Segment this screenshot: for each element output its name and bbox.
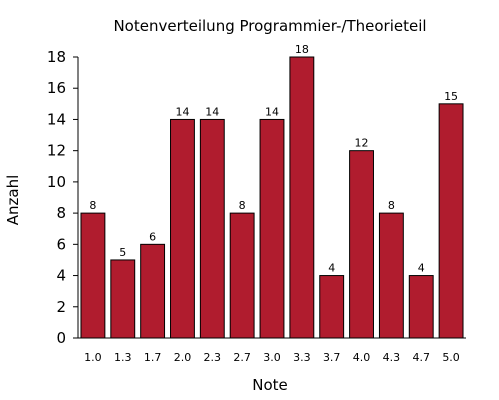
y-tick-label: 4: [56, 267, 66, 285]
bar-3.7: [319, 275, 345, 339]
x-tick-label: 2.7: [233, 351, 251, 364]
x-tick-label: 3.0: [263, 351, 281, 364]
data-label: 4: [418, 262, 425, 275]
x-tick-label: 4.7: [412, 351, 430, 364]
x-tick-label: 3.3: [293, 351, 311, 364]
y-tick-label: 18: [47, 48, 66, 66]
bar-2.3: [199, 118, 225, 339]
bar-1.3: [110, 259, 136, 339]
y-tick-label: 10: [47, 173, 66, 191]
x-axis-label: Note: [252, 376, 288, 394]
x-tick-label: 3.7: [323, 351, 341, 364]
y-tick-label: 14: [47, 110, 66, 128]
y-tick-label: 2: [56, 298, 66, 316]
data-label: 6: [149, 230, 156, 243]
y-tick-label: 16: [47, 79, 66, 97]
bar-1.7: [140, 243, 166, 339]
bar-4.0: [349, 150, 374, 339]
x-tick-label: 1.0: [84, 351, 102, 364]
x-tick-label: 5.0: [442, 351, 460, 364]
data-label: 15: [444, 90, 458, 103]
bar-4.7: [408, 275, 434, 339]
bar-4.3: [378, 212, 404, 339]
y-axis-label: Anzahl: [4, 175, 22, 226]
bar-2.7: [229, 212, 255, 339]
data-label: 14: [265, 105, 279, 118]
bar-1.0: [80, 212, 106, 339]
bar-5.0: [438, 103, 464, 339]
x-tick-label: 2.0: [174, 351, 192, 364]
bar-2.0: [170, 118, 195, 339]
x-tick-label: 1.3: [114, 351, 132, 364]
bar-3.3: [289, 56, 315, 339]
x-tick-label: 4.0: [353, 351, 371, 364]
y-tick-label: 6: [56, 235, 66, 253]
data-label: 18: [295, 43, 309, 56]
data-label: 8: [89, 199, 96, 212]
y-tick-label: 8: [56, 204, 66, 222]
bar-3.0: [259, 118, 285, 339]
data-label: 5: [119, 246, 126, 259]
plot-area: 0 2 4 6 8 10 12 14 16 18 8 1.0 5 1.3 6 1.7 14 2.0 14 2.3 8 2.…: [47, 43, 466, 364]
y-tick-label: 12: [47, 142, 66, 160]
x-tick-label: 4.3: [383, 351, 401, 364]
x-tick-label: 2.3: [204, 351, 222, 364]
data-label: 8: [239, 199, 246, 212]
y-tick-label: 0: [56, 329, 66, 347]
data-label: 12: [355, 137, 369, 150]
x-tick-label: 1.7: [144, 351, 162, 364]
data-label: 4: [328, 262, 335, 275]
data-label: 8: [388, 199, 395, 212]
data-label: 14: [175, 105, 189, 118]
chart-title: Notenverteilung Programmier-/Theorieteil: [113, 17, 426, 35]
data-label: 14: [205, 105, 219, 118]
